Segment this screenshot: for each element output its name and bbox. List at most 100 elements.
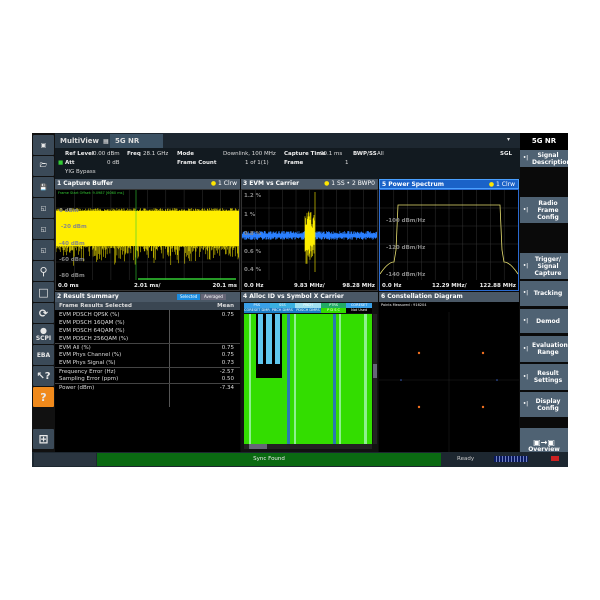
capture-time-label: Capture Time: [284, 151, 326, 157]
table-row: Power (dBm) -7.34: [55, 383, 240, 391]
power-spectrum-plot[interactable]: -100 dBm/Hz -120 dBm/Hz -140 dBm/Hz 0.0 …: [379, 189, 519, 291]
softkey-tracking[interactable]: •| Tracking: [520, 281, 568, 306]
constellation-points: [379, 312, 519, 452]
y-tick: -40 dBm: [59, 241, 85, 247]
zoom-3-icon[interactable]: ◱: [33, 240, 54, 260]
help-icon[interactable]: ?: [33, 387, 54, 407]
att-value: 0 dB: [107, 160, 120, 166]
overview-icon: ▣→▣: [533, 438, 555, 447]
att-dot-icon: ■: [58, 160, 64, 166]
alloc-id-header[interactable]: 4 Alloc ID vs Symbol X Carrier: [241, 292, 378, 302]
scpi-label: SCPI: [35, 335, 52, 342]
zoom-2-icon[interactable]: ◱: [33, 219, 54, 239]
help-pointer-icon[interactable]: ↖?: [33, 366, 54, 386]
alloc-legend-top: PSS SSS PBCH PTRS CORESET: [244, 303, 372, 308]
softkey-result-settings[interactable]: •| Result Settings: [520, 364, 568, 390]
eba-icon[interactable]: EBA: [33, 345, 54, 365]
constellation-point: [481, 351, 485, 355]
softkey-trigger-signal-capture[interactable]: •| Trigger/ Signal Capture: [520, 253, 568, 279]
windows-icon[interactable]: ⊞: [33, 429, 54, 449]
ref-level-label: Ref Level: [65, 151, 94, 157]
evm-blue-trace: [241, 231, 378, 240]
expand-icon: •|: [523, 262, 529, 269]
status-bar: Sync Found Ready: [32, 452, 568, 467]
averaged-toggle[interactable]: Averaged: [201, 294, 226, 300]
power-spectrum-header[interactable]: 5 Power Spectrum ● 1 Clrw: [379, 179, 519, 189]
dmrs-column: [364, 314, 367, 444]
alloc-title: 4 Alloc ID vs Symbol X Carrier: [243, 293, 344, 300]
softkey-label: Demod: [536, 317, 560, 325]
softkey-display-config[interactable]: •| Display Config: [520, 392, 568, 417]
grid-icon: ▦: [103, 137, 109, 145]
softkey-demod[interactable]: •| Demod: [520, 309, 568, 333]
table-row: Sampling Error (ppm) 0.50: [55, 375, 240, 383]
row-label: EVM Phys Channel (%): [59, 352, 122, 358]
row-value: 0.75: [221, 345, 234, 351]
selected-toggle[interactable]: Selected: [177, 294, 201, 300]
dmrs-column: [294, 314, 296, 444]
frame-count-value: 1 of 1(1): [245, 160, 269, 166]
frame-start-note: Frame Start Offset: 9.0987 [6060 ms]: [58, 191, 124, 195]
softkey-label: Result Settings: [533, 370, 563, 384]
capture-buffer-plot[interactable]: Frame Start Offset: 9.0987 [6060 ms] 0 d…: [55, 189, 240, 291]
points-measured: Points Measured : 916204: [381, 303, 427, 307]
status-dropdown[interactable]: [34, 453, 96, 466]
softkey-evaluation-range[interactable]: •| Evaluation Range: [520, 336, 568, 362]
magnifier-icon[interactable]: ⚲: [33, 261, 54, 281]
table-row: EVM PDSCH QPSK (%) 0.75: [55, 311, 240, 319]
refresh-icon[interactable]: ⟳: [33, 303, 54, 323]
save-icon[interactable]: 💾: [33, 177, 54, 197]
row-value: 0.73: [221, 360, 234, 366]
scpi-icon[interactable]: ● SCPI: [33, 324, 54, 344]
alloc-legend-item: CORESET: [346, 303, 372, 308]
vertical-scrollbar[interactable]: [373, 314, 377, 444]
result-summary-header[interactable]: 2 Result Summary Selected Averaged: [55, 292, 240, 302]
horizontal-scrollbar[interactable]: [244, 444, 372, 449]
x-end: 122.88 MHz: [479, 283, 516, 289]
y-tick: -100 dBm/Hz: [386, 218, 426, 224]
frame-value: 1: [345, 160, 349, 166]
zoom-1-icon[interactable]: ◱: [33, 198, 54, 218]
yig-bypass: YIG Bypass: [65, 169, 96, 175]
tab-5g-nr[interactable]: 5G NR: [110, 134, 163, 148]
result-summary-table: Frame Results Selected Mean EVM PDSCH QP…: [55, 302, 240, 452]
mode-value: Downlink, 100 MHz: [223, 151, 276, 157]
tab-multiview[interactable]: MultiView ▦: [55, 134, 110, 148]
analyzer-screen: ▣ 🗁 💾 ◱ ◱ ◱ ⚲ □ ⟳ ● SCPI EBA ↖? ? ⊞ Multi…: [32, 133, 571, 467]
constellation-title: 6 Constellation Diagram: [381, 293, 463, 300]
row-label: EVM Phys Signal (%): [59, 360, 116, 366]
constellation-point: [496, 379, 498, 381]
tab-menu-icon[interactable]: ▾: [507, 136, 511, 143]
softkey-label: Overview: [528, 446, 560, 453]
softkey-radio-frame-config[interactable]: •| Radio Frame Config: [520, 197, 568, 223]
row-label: EVM PDSCH 64QAM (%): [59, 328, 125, 334]
row-value: -7.34: [219, 385, 234, 391]
evm-carrier-header[interactable]: 3 EVM vs Carrier ● 1 SS • 2 BWP0: [241, 179, 378, 189]
constellation-plot[interactable]: Points Measured : 916204: [379, 302, 519, 452]
constellation-point: [417, 405, 421, 409]
evm-carrier-plot[interactable]: 1.2 % 1 % 0.8 % 0.6 % 0.4 % 0.0 Hz 9.83 …: [241, 189, 378, 291]
folder-icon[interactable]: 🗁: [33, 156, 54, 176]
camera-icon[interactable]: ▣: [33, 135, 54, 155]
alloc-id-plot[interactable]: PSS SSS PBCH PTRS CORESET CORESET DMRS PBCH D…: [241, 302, 378, 452]
y-tick: -80 dBm: [59, 273, 85, 279]
expand-icon: •|: [523, 317, 529, 324]
pbch-block: [258, 314, 280, 364]
progress-bar-icon: [494, 456, 528, 462]
softkey-signal-description[interactable]: •| Signal Description: [520, 150, 571, 167]
summary-title: 2 Result Summary: [57, 293, 119, 300]
row-label: EVM PDSCH 256QAM (%): [59, 336, 129, 342]
y-tick: -60 dBm: [59, 257, 85, 263]
row-label: Power (dBm): [59, 385, 95, 391]
spectrum-trace-line: [379, 204, 519, 275]
x-end: 20.1 ms: [212, 283, 238, 289]
constellation-header[interactable]: 6 Constellation Diagram: [379, 292, 519, 302]
capture-buffer-header[interactable]: 1 Capture Buffer ● 1 Clrw: [55, 179, 240, 189]
expand-icon: •|: [523, 373, 529, 380]
sync-status[interactable]: Sync Found: [97, 453, 441, 466]
mode-title: 5G NR: [520, 133, 568, 150]
tab-bar: MultiView ▦ 5G NR ▾: [55, 133, 520, 148]
dmrs-column: [249, 314, 251, 444]
fullscreen-icon[interactable]: □: [33, 282, 54, 302]
x-end: 98.28 MHz: [342, 283, 375, 289]
